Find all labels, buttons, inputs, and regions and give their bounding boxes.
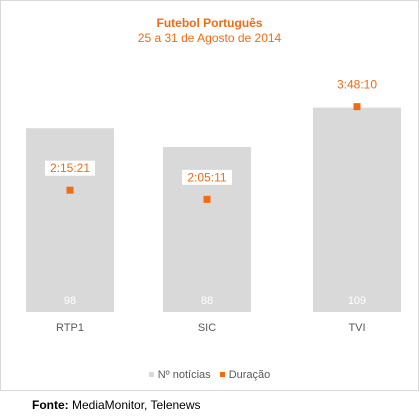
legend-label-duracao: Duração [228,369,271,381]
marker-label-bg-tvi [332,77,382,93]
x-tick-label-tvi: TVI [348,322,365,334]
legend-swatch-duracao [219,371,225,377]
legend-label-noticias: Nº notícias [157,369,211,381]
chart-subtitle: 25 a 31 de Agosto de 2014 [137,31,282,45]
marker-sic [203,195,211,203]
bar-label-sic: 88 [201,295,213,307]
bar-rtp1 [26,128,114,312]
marker-label-bg-rtp1 [45,160,95,176]
source-label: Fonte: [32,398,69,412]
bar-label-tvi: 109 [348,295,366,307]
marker-label-bg-sic [182,169,232,185]
bar-tvi [313,107,401,312]
bar-label-rtp1: 98 [64,295,76,307]
x-tick-label-sic: SIC [198,322,216,334]
marker-label-rtp1: 2:15:21 [50,161,90,175]
marker-tvi [353,103,361,111]
chart-legend: Nº notícias Duração [0,369,419,381]
legend-item-noticias: Nº notícias [148,369,211,381]
x-tick-label-rtp1: RTP1 [56,322,84,334]
marker-label-sic: 2:05:11 [187,170,226,184]
source-text: MediaMonitor, Telenews [72,398,201,412]
marker-rtp1 [66,186,74,194]
legend-item-duracao: Duração [219,369,271,381]
source-note: Fonte: MediaMonitor, Telenews [32,398,201,412]
marker-label-tvi: 3:48:10 [337,78,377,92]
legend-swatch-noticias [148,371,154,377]
chart-title: Futebol Português [156,16,263,30]
